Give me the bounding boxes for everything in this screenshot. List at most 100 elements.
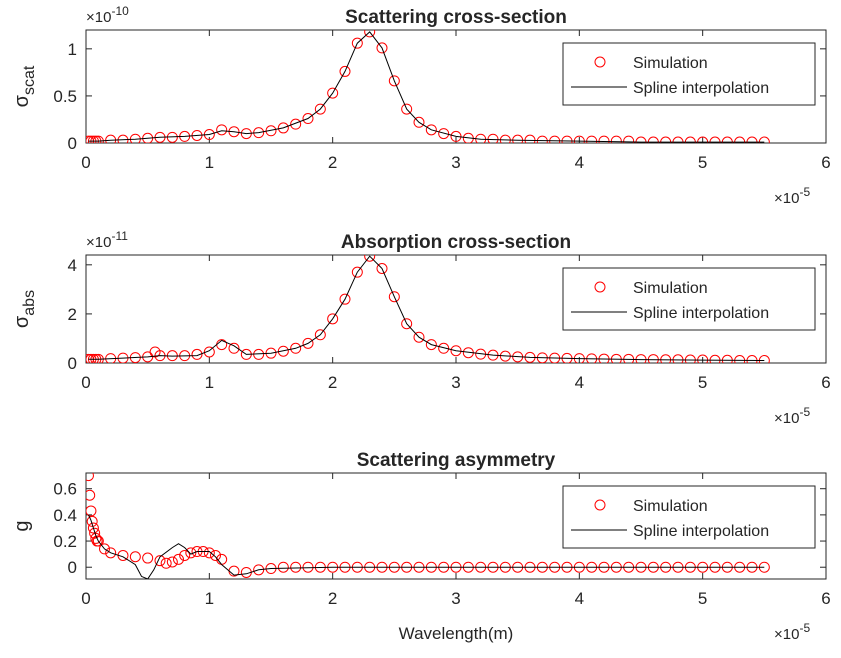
legend-marker-simulation [594, 499, 606, 511]
simulation-point [327, 313, 339, 325]
y-tick-label: 0.6 [53, 480, 77, 499]
chart-title: Scattering asymmetry [357, 450, 556, 471]
spline-line [88, 514, 765, 579]
x-tick-label: 6 [821, 589, 830, 608]
simulation-point [173, 553, 184, 565]
x-exponent-label: ×10-5 [774, 621, 810, 643]
simulation-point [86, 505, 97, 517]
y-exponent-label: ×10-11 [86, 229, 128, 251]
simulation-point [351, 266, 363, 278]
x-tick-label: 4 [575, 373, 584, 392]
simulation-point [364, 255, 376, 262]
simulation-point [351, 37, 363, 49]
chart-title: Absorption cross-section [341, 232, 571, 253]
y-tick-label: 2 [68, 305, 77, 324]
simulation-point [203, 346, 215, 358]
x-tick-label: 3 [451, 373, 460, 392]
x-tick-label: 0 [81, 153, 90, 172]
data-layer [86, 473, 770, 579]
x-tick-label: 3 [451, 153, 460, 172]
simulation-point [179, 549, 191, 561]
simulation-point [314, 329, 326, 341]
legend-label-spline: Spline interpolation [633, 80, 769, 97]
simulation-point [401, 318, 413, 330]
simulation-point [339, 293, 351, 305]
y-exponent-label: ×10-10 [86, 4, 129, 26]
legend-label-simulation: Simulation [633, 498, 708, 515]
simulation-point [388, 291, 400, 303]
legend-box [562, 267, 816, 331]
y-tick-label: 1 [68, 40, 77, 59]
simulation-point [86, 473, 94, 482]
simulation-point [425, 124, 437, 136]
simulation-point [376, 42, 388, 54]
simulation-point [364, 30, 376, 38]
x-tick-label: 2 [328, 373, 337, 392]
y-tick-label: 0 [68, 558, 77, 577]
simulation-point [210, 549, 221, 561]
simulation-point [253, 564, 265, 576]
simulation-point [277, 345, 289, 357]
simulation-point [339, 65, 351, 77]
y-axis-label: σscat [11, 65, 38, 107]
simulation-point [413, 331, 425, 343]
x-tick-label: 1 [205, 373, 214, 392]
simulation-point [191, 348, 203, 360]
simulation-point [401, 103, 413, 115]
legend-label-spline: Spline interpolation [633, 523, 769, 540]
simulation-point [314, 103, 326, 115]
chart-title: Scattering cross-section [345, 7, 567, 28]
chart-panel-2: Absorption cross-section 0 1 2 3 4 5 6 0 2 4 ×10-11… [11, 229, 831, 427]
simulation-point [388, 75, 400, 87]
simulation-point [438, 342, 450, 354]
simulation-point [216, 124, 228, 136]
simulation-point [290, 118, 302, 130]
legend-label-spline: Spline interpolation [633, 305, 769, 322]
simulation-point [160, 557, 172, 569]
simulation-point [154, 555, 166, 567]
legend-box [562, 42, 816, 106]
simulation-point [203, 547, 215, 559]
y-tick-label: 0.2 [53, 532, 77, 551]
x-exponent-label: ×10-5 [774, 185, 810, 207]
simulation-point [142, 552, 154, 564]
x-tick-label: 5 [698, 373, 707, 392]
legend-box [562, 485, 816, 549]
spline-line [88, 255, 765, 361]
y-tick-label: 0 [68, 354, 77, 373]
legend-marker-simulation [594, 281, 606, 293]
simulation-point [302, 113, 314, 125]
simulation-point [87, 522, 99, 534]
simulation-point [413, 116, 425, 128]
x-exponent-label: ×10-5 [774, 405, 810, 427]
x-tick-label: 2 [328, 153, 337, 172]
simulation-point [290, 342, 302, 354]
simulation-point [277, 561, 289, 573]
legend-label-simulation: Simulation [633, 280, 708, 297]
simulation-point [450, 130, 462, 142]
simulation-point [277, 122, 289, 134]
simulation-point [166, 556, 178, 568]
simulation-point [438, 128, 450, 140]
simulation-point [185, 547, 197, 559]
simulation-point [450, 345, 462, 357]
data-layer [86, 30, 770, 143]
simulation-point [610, 135, 622, 143]
y-tick-label: 0.4 [53, 506, 77, 525]
simulation-point [623, 135, 635, 143]
x-tick-label: 5 [698, 589, 707, 608]
x-tick-label: 0 [81, 373, 90, 392]
x-tick-label: 4 [575, 153, 584, 172]
simulation-point [129, 551, 141, 563]
simulation-point [105, 547, 117, 559]
simulation-point [290, 561, 302, 573]
y-axis-label: σabs [11, 290, 38, 328]
simulation-point [425, 339, 437, 351]
x-tick-label: 6 [821, 373, 830, 392]
simulation-point [228, 342, 240, 354]
simulation-point [302, 337, 314, 349]
y-axis-label: g [11, 520, 33, 531]
x-tick-label: 6 [821, 153, 830, 172]
x-tick-label: 5 [698, 153, 707, 172]
legend-marker-simulation [594, 56, 606, 68]
